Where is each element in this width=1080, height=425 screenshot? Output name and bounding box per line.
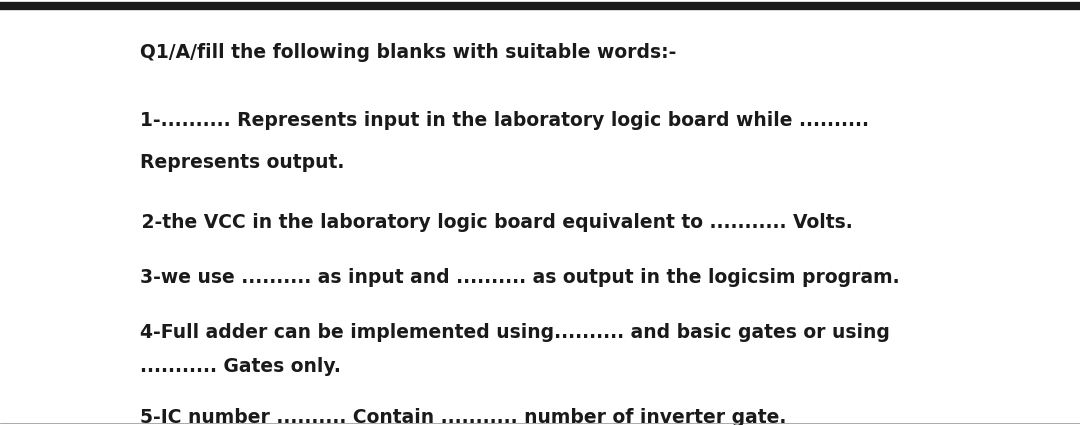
Text: Represents output.: Represents output.	[140, 153, 345, 172]
Text: 2-the VCC in the laboratory logic board equivalent to ........... Volts.: 2-the VCC in the laboratory logic board …	[135, 212, 853, 232]
Text: 5-IC number .......... Contain ........... number of inverter gate.: 5-IC number .......... Contain .........…	[140, 408, 786, 425]
Text: 3-we use .......... as input and .......... as output in the logicsim program.: 3-we use .......... as input and .......…	[140, 268, 900, 287]
Text: ........... Gates only.: ........... Gates only.	[140, 357, 341, 376]
Text: 4-Full adder can be implemented using.......... and basic gates or using: 4-Full adder can be implemented using...…	[140, 323, 890, 342]
Text: 1-.......... Represents input in the laboratory logic board while ..........: 1-.......... Represents input in the lab…	[140, 110, 869, 130]
Text: Q1/A/fill the following blanks with suitable words:-: Q1/A/fill the following blanks with suit…	[140, 42, 677, 62]
